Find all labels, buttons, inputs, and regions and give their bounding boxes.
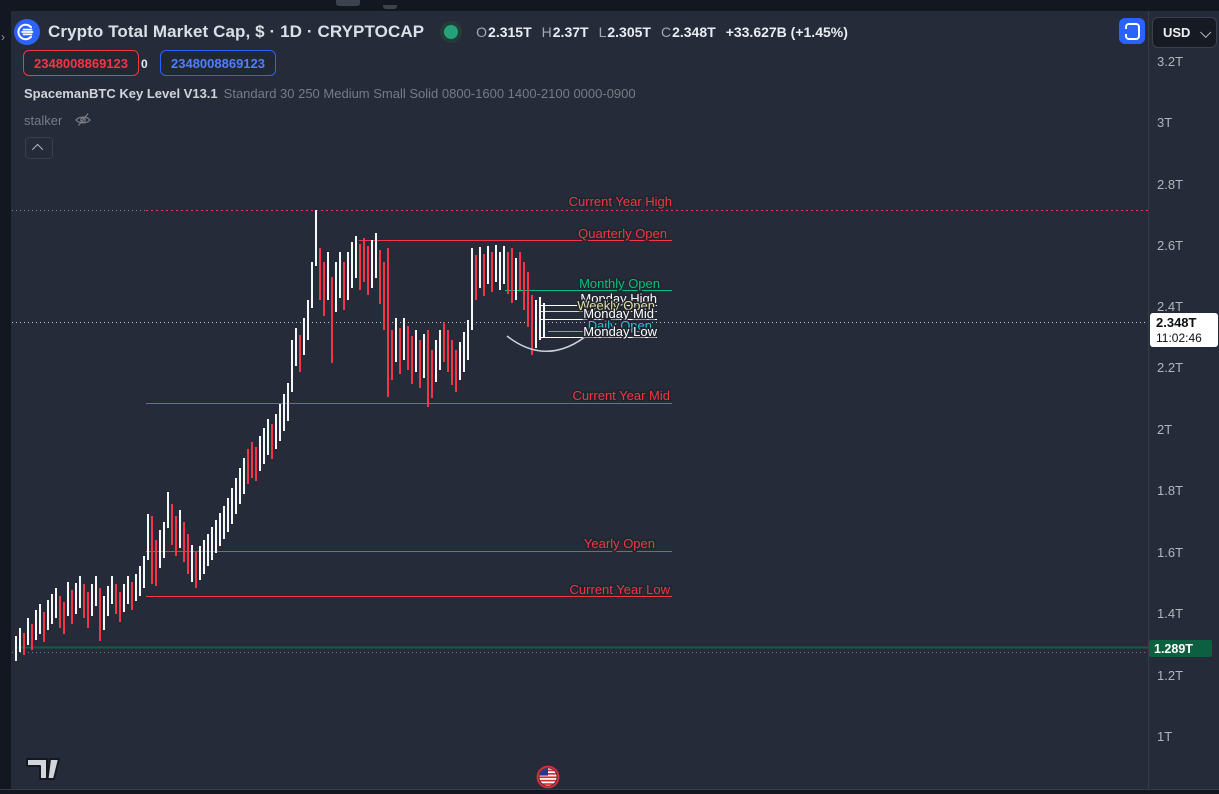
axis-tick: 2.4T (1157, 299, 1184, 314)
axis-tick: 1.8T (1157, 483, 1184, 498)
indicator-value-blue: 2348008869123 (160, 50, 276, 76)
indicator-value-zero: 0 (141, 56, 148, 71)
close-value: C2.348T (660, 24, 716, 40)
bar-countdown: 11:02:46 (1156, 331, 1202, 345)
indicator2-legend-row[interactable]: stalker (24, 112, 92, 128)
publish-snapshot-button[interactable] (1119, 18, 1145, 44)
level-label: Weekly Open (577, 298, 655, 313)
price-axis[interactable]: 3.2T 3T 2.8T 2.6T 2.4T 2.2T 2T 1.8T 1.6T 1.4T 1.2T… (1149, 11, 1219, 789)
chevron-up-icon (31, 143, 44, 156)
left-chrome-strip (0, 0, 11, 794)
expand-sidebar-icon[interactable]: › (1, 30, 5, 44)
market-status-icon[interactable] (440, 21, 463, 43)
axis-tick: 1.6T (1157, 545, 1184, 560)
level-label: Quarterly Open (578, 226, 667, 241)
axis-tick: 1T (1157, 729, 1173, 744)
eye-hidden-icon[interactable] (74, 112, 92, 128)
indicator-legend-row[interactable]: SpacemanBTC Key Level V13.1 Standard 30 … (24, 85, 636, 101)
change-value: +33.627B (+1.45%) (725, 24, 848, 40)
indicator-params: Standard 30 250 Medium Small Solid 0800-… (223, 85, 636, 101)
level-labels: Current Year High Quarterly Open Monthly O… (567, 193, 673, 599)
symbol-logo (14, 19, 40, 45)
snapshot-icon (1124, 22, 1140, 40)
current-price-label: 2.348T 11:02:46 (1150, 313, 1218, 347)
currency-dropdown[interactable]: USD (1152, 17, 1217, 48)
level-label: Current Year High (569, 194, 672, 209)
symbol-title[interactable]: Crypto Total Market Cap, $ · 1D · CRYPTO… (48, 22, 425, 41)
level-label: Yearly Open (584, 536, 655, 551)
axis-tick: 3T (1157, 115, 1173, 130)
ohlc-values: O2.315T H2.37T L2.305T C2.348T +33.627B … (476, 24, 848, 40)
axis-tick: 3.2T (1157, 54, 1184, 69)
level-label: Monday Mid (583, 306, 654, 321)
level-label: Monday Low (583, 324, 657, 339)
indicator-title[interactable]: SpacemanBTC Key Level V13.1 (24, 85, 218, 101)
tab-fragment (336, 0, 360, 6)
level-label: Current Year Low (570, 582, 671, 597)
symbol-header: Crypto Total Market Cap, $ · 1D · CRYPTO… (14, 17, 848, 47)
high-value: H2.37T (541, 24, 589, 40)
level-price-tag: 1.289T (1149, 640, 1212, 657)
level-label: Current Year Mid (572, 388, 670, 403)
currency-label: USD (1163, 25, 1191, 40)
tradingview-logo[interactable] (24, 754, 62, 782)
price-axis-separator (1148, 11, 1149, 789)
level-label: Daily Open (588, 318, 652, 333)
chevron-down-icon (1200, 26, 1212, 38)
axis-tick: 2.6T (1157, 238, 1184, 253)
indicator-value-red: 2348008869123 (23, 50, 139, 76)
current-price-value: 2.348T (1156, 315, 1197, 330)
collapse-legend-button[interactable] (25, 137, 53, 159)
open-value: O2.315T (476, 24, 532, 40)
axis-tick: 1.4T (1157, 606, 1184, 621)
top-chrome-strip (0, 0, 1219, 11)
level-lines (12, 210, 1148, 653)
indicator2-title[interactable]: stalker (24, 112, 63, 128)
level-label: Monday High (580, 291, 657, 306)
candlestick-bars (15, 210, 545, 661)
axis-tick: 2.8T (1157, 177, 1184, 192)
tab-fragment (383, 5, 397, 9)
us-flag-event-icon[interactable] (536, 765, 560, 789)
axis-tick: 2.2T (1157, 360, 1184, 375)
time-axis-strip[interactable] (0, 789, 1219, 794)
axis-tick: 1.2T (1157, 668, 1184, 683)
low-value: L2.305T (598, 24, 651, 40)
arc-drawing[interactable] (506, 332, 591, 352)
axis-tick: 2T (1157, 422, 1173, 437)
level-label: Monthly Open (579, 276, 660, 291)
